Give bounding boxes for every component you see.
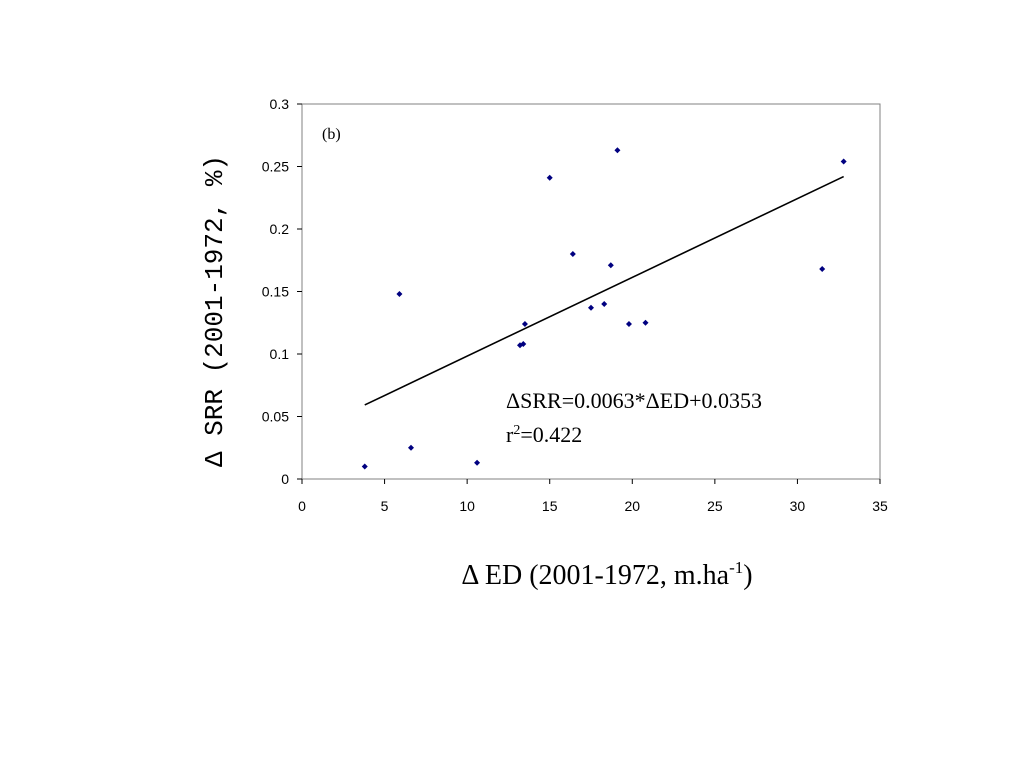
y-tick-label: 0.15 (262, 284, 289, 300)
data-point (521, 321, 528, 327)
x-tick-label: 5 (381, 498, 389, 514)
x-axis-title-close: ) (743, 560, 752, 591)
y-tick-label: 0.05 (262, 409, 289, 425)
x-tick-label: 30 (790, 498, 806, 514)
y-tick-label: 0 (281, 471, 289, 487)
x-axis-title-superscript: -1 (729, 558, 743, 577)
data-point (588, 304, 594, 311)
x-tick-label: 35 (872, 498, 888, 514)
x-tick-label: 10 (459, 498, 475, 514)
data-point (642, 319, 649, 326)
data-point (361, 463, 368, 470)
y-tick-label: 0.3 (270, 96, 290, 112)
plot-area (301, 103, 881, 480)
data-point (407, 444, 414, 451)
r-squared-value: =0.422 (520, 422, 582, 447)
data-point (520, 341, 527, 347)
y-tick-label: 0.1 (270, 346, 290, 362)
panel-label: (b) (322, 126, 341, 143)
r-squared-label: r2=0.422 (506, 422, 582, 447)
data-point (840, 158, 847, 165)
y-tick-label: 0.25 (262, 159, 289, 175)
data-points (361, 147, 847, 470)
y-tick-label: 0.2 (270, 221, 290, 237)
data-point (819, 266, 826, 272)
y-axis-ticks: 0 0.05 0.1 0.15 0.2 0.25 0.3 (262, 96, 302, 487)
x-axis-title-main: Δ ED (2001-1972, m.ha (461, 560, 729, 591)
trendline (364, 175, 845, 406)
data-point (625, 321, 632, 327)
x-tick-label: 20 (624, 498, 640, 514)
data-point (474, 459, 481, 466)
trendline-layer (364, 175, 845, 406)
data-point (614, 147, 621, 154)
x-tick-label: 25 (707, 498, 723, 514)
x-tick-label: 15 (542, 498, 558, 514)
data-point (396, 291, 403, 297)
data-point (601, 301, 608, 307)
regression-equation: ΔSRR=0.0063*ΔED+0.0353 (506, 388, 762, 413)
y-axis-title: Δ SRR (2001-1972, %) (200, 155, 230, 467)
data-point (546, 174, 553, 181)
x-tick-label: 0 (298, 498, 306, 514)
r-squared-base: r (506, 422, 514, 447)
r-squared-superscript: 2 (513, 423, 520, 438)
data-point (607, 262, 614, 269)
x-axis-ticks: 0 5 10 15 20 25 30 35 (298, 479, 888, 514)
x-axis-title: Δ ED (2001-1972, m.ha-1) (461, 558, 752, 591)
data-point (569, 251, 576, 257)
